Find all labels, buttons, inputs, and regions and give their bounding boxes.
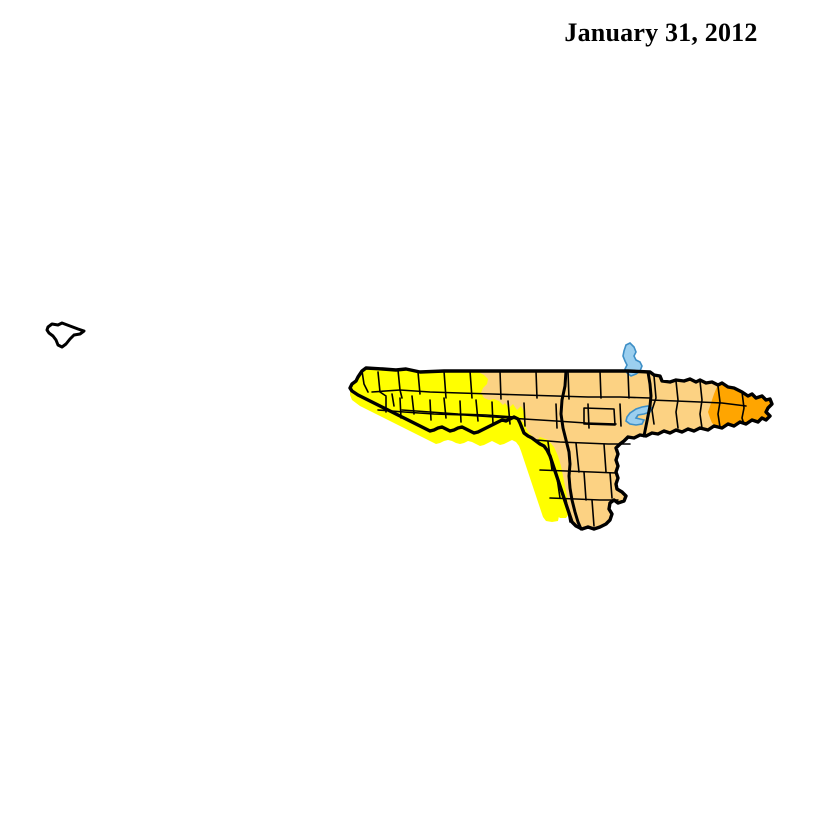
map-inset-layer	[45, 321, 86, 349]
region-inset-island[interactable]	[45, 321, 86, 349]
page-title: January 31, 2012	[564, 18, 758, 47]
region-western-dry-area[interactable]	[350, 368, 559, 522]
map-outer-outline	[348, 366, 774, 531]
water-central-lake[interactable]	[625, 405, 654, 426]
region-d0-contour-finger	[486, 402, 526, 420]
map-water-layer	[622, 342, 654, 426]
map-state-boundaries	[559, 369, 653, 531]
region-outline-main	[348, 366, 774, 531]
